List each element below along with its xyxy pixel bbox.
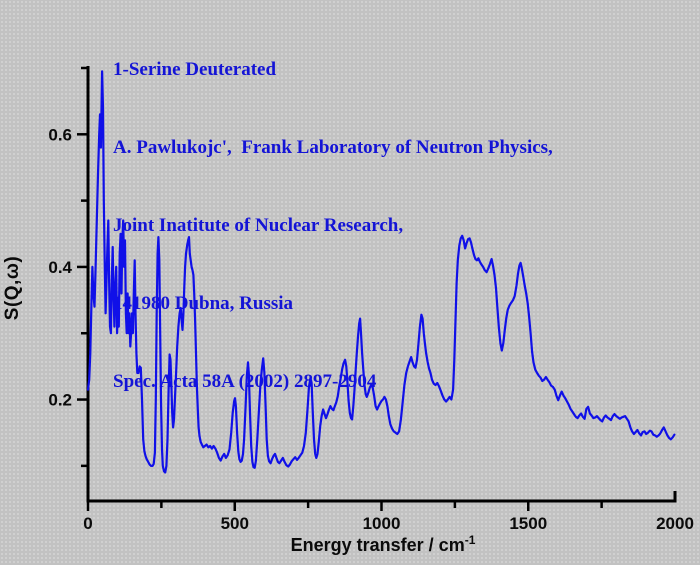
x-axis-tick-label: 500: [221, 514, 249, 533]
x-axis-tick-label: 0: [83, 514, 92, 533]
annotation-line-author: A. Pawlukojc', Frank Laboratory of Neutr…: [113, 137, 553, 158]
y-axis-tick-label: 0.2: [48, 391, 72, 410]
annotation-line-title: 1-Serine Deuterated: [113, 59, 277, 80]
x-axis-title-exponent: -1: [464, 533, 476, 547]
x-axis-title: Energy transfer / cm-1: [290, 533, 476, 555]
y-axis-tick-label: 0.6: [48, 125, 72, 144]
x-axis-tick-label: 1500: [509, 514, 547, 533]
annotation-line-institute: Joint Inatitute of Nuclear Research,: [113, 215, 404, 236]
x-axis-tick-label: 1000: [363, 514, 401, 533]
spectrum-curve: [86, 70, 676, 474]
y-axis-tick-label: 0.4: [48, 258, 72, 277]
x-axis-tick-label: 2000: [656, 514, 694, 533]
y-axis-title: S(Q,ω): [2, 255, 23, 321]
